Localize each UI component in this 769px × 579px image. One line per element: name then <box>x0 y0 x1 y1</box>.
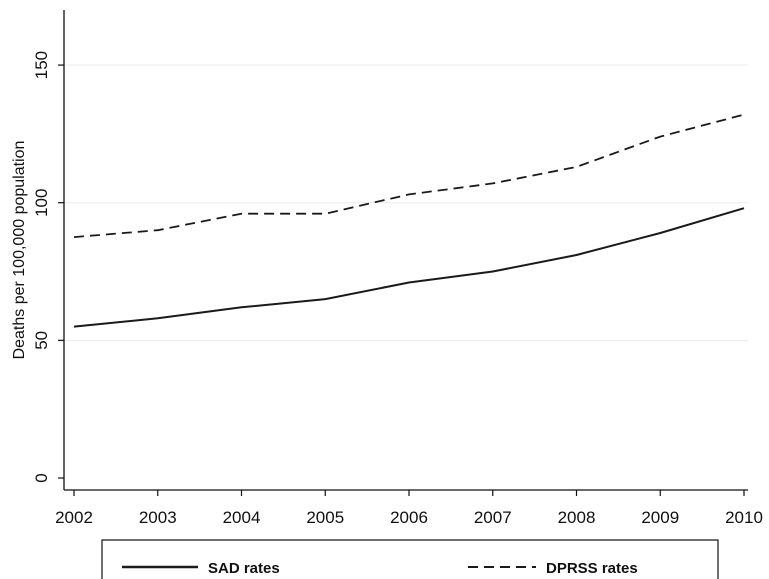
x-axis-ticks: 2002 2003 2004 2005 2006 2007 2008 2009 2010 <box>55 490 763 527</box>
y-tick-label-150: 150 <box>32 51 51 79</box>
y-tick-label-50: 50 <box>32 331 51 350</box>
x-tick-label-2002: 2002 <box>55 508 93 527</box>
x-tick-label-2003: 2003 <box>139 508 177 527</box>
x-tick-label-2005: 2005 <box>306 508 344 527</box>
series-line-sad <box>73 207 745 328</box>
x-tick-label-2009: 2009 <box>641 508 679 527</box>
x-tick-label-2010: 2010 <box>725 508 763 527</box>
x-tick-label-2006: 2006 <box>390 508 428 527</box>
legend-box <box>101 539 719 579</box>
series-line-dprss <box>73 113 745 238</box>
legend-label-sad: SAD rates <box>208 560 280 577</box>
series-lines <box>73 113 745 328</box>
y-axis-ticks: 0 50 100 150 <box>32 51 64 483</box>
x-tick-label-2007: 2007 <box>474 508 512 527</box>
y-tick-label-0: 0 <box>32 473 51 482</box>
x-tick-label-2004: 2004 <box>223 508 261 527</box>
y-axis-title: Deaths per 100,000 population <box>11 141 28 360</box>
grid-lines <box>64 64 748 341</box>
legend: SAD rates DPRSS rates <box>101 539 719 579</box>
y-tick-label-100: 100 <box>32 189 51 217</box>
legend-label-dprss: DPRSS rates <box>546 560 638 577</box>
x-tick-label-2008: 2008 <box>558 508 596 527</box>
